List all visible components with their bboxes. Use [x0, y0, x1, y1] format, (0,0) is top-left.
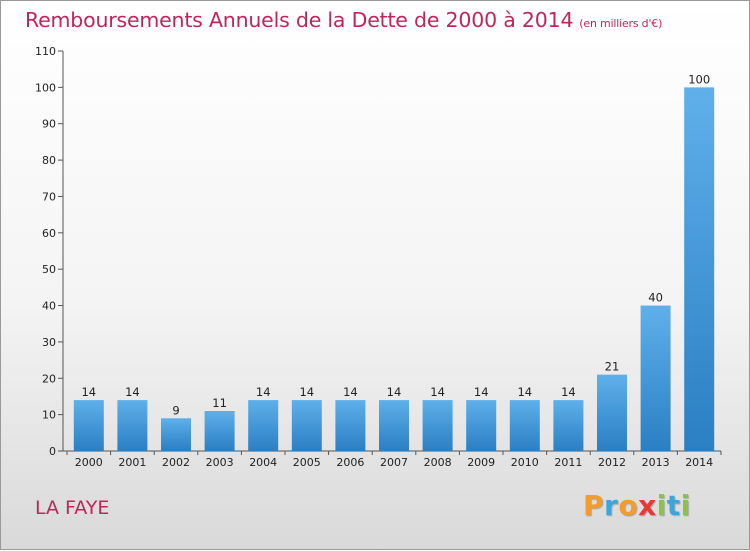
bar: [204, 411, 235, 451]
logo-letter: t: [666, 489, 681, 522]
x-tick-label: 2011: [554, 456, 582, 469]
y-tick-label: 40: [42, 300, 56, 313]
x-tick-label: 2009: [467, 456, 495, 469]
x-tick-label: 2002: [162, 456, 190, 469]
x-tick-label: 2013: [642, 456, 670, 469]
y-tick-label: 0: [49, 445, 56, 458]
bar-value-label: 14: [387, 385, 402, 399]
bar: [291, 400, 322, 451]
bar: [248, 400, 279, 451]
bar-value-label: 40: [648, 291, 663, 305]
y-tick-label: 90: [42, 118, 56, 131]
bar: [597, 374, 627, 451]
bar-value-label: 14: [256, 385, 271, 399]
commune-name: LA FAYE: [35, 497, 110, 519]
bar-value-label: 14: [125, 385, 140, 399]
bar-value-label: 14: [343, 385, 358, 399]
y-tick-label: 80: [42, 154, 56, 167]
x-tick-label: 2007: [380, 456, 408, 469]
logo-letter: x: [638, 489, 657, 522]
y-tick-label: 50: [42, 263, 56, 276]
bar-value-label: 21: [605, 360, 620, 374]
logo-letter: i: [656, 489, 667, 522]
y-tick-label: 70: [42, 190, 56, 203]
y-tick-label: 110: [35, 45, 56, 58]
x-tick-label: 2010: [511, 456, 539, 469]
bar: [117, 400, 148, 451]
y-tick-label: 60: [42, 227, 56, 240]
bar-value-label: 14: [430, 385, 445, 399]
bar: [509, 400, 540, 451]
y-tick-label: 10: [42, 409, 56, 422]
chart-title: Remboursements Annuels de la Dette de 20…: [25, 8, 663, 32]
bar: [161, 418, 191, 451]
logo-letter: r: [604, 489, 619, 522]
bar: [684, 87, 715, 451]
y-tick-label: 100: [35, 81, 56, 94]
x-tick-label: 2004: [249, 456, 277, 469]
chart-subtitle: (en milliers d'€): [579, 17, 663, 30]
bar-value-label: 11: [212, 396, 227, 410]
x-tick-label: 2008: [424, 456, 452, 469]
bar-value-label: 14: [81, 385, 96, 399]
bar: [422, 400, 453, 451]
bar-value-label: 14: [517, 385, 532, 399]
bar: [640, 305, 671, 451]
x-tick-label: 2014: [685, 456, 713, 469]
logo-letter: P: [583, 489, 605, 522]
bar-value-label: 9: [172, 403, 179, 417]
x-tick-label: 2000: [75, 456, 103, 469]
y-tick-label: 30: [42, 336, 56, 349]
proxiti-logo: Proxiti: [583, 489, 691, 522]
x-tick-label: 2005: [293, 456, 321, 469]
logo-letter: i: [680, 489, 691, 522]
x-tick-label: 2006: [336, 456, 364, 469]
bar: [73, 400, 104, 451]
bar: [335, 400, 366, 451]
logo-letter: o: [618, 489, 639, 522]
bar: [553, 400, 584, 451]
bar: [379, 400, 409, 451]
x-tick-label: 2003: [206, 456, 234, 469]
bar-value-label: 100: [688, 72, 710, 86]
x-tick-label: 2012: [598, 456, 626, 469]
bar-value-label: 14: [299, 385, 314, 399]
bar-value-label: 14: [561, 385, 576, 399]
bar-value-label: 14: [474, 385, 489, 399]
y-tick-label: 20: [42, 372, 56, 385]
bar: [466, 400, 497, 451]
x-tick-label: 2001: [118, 456, 146, 469]
